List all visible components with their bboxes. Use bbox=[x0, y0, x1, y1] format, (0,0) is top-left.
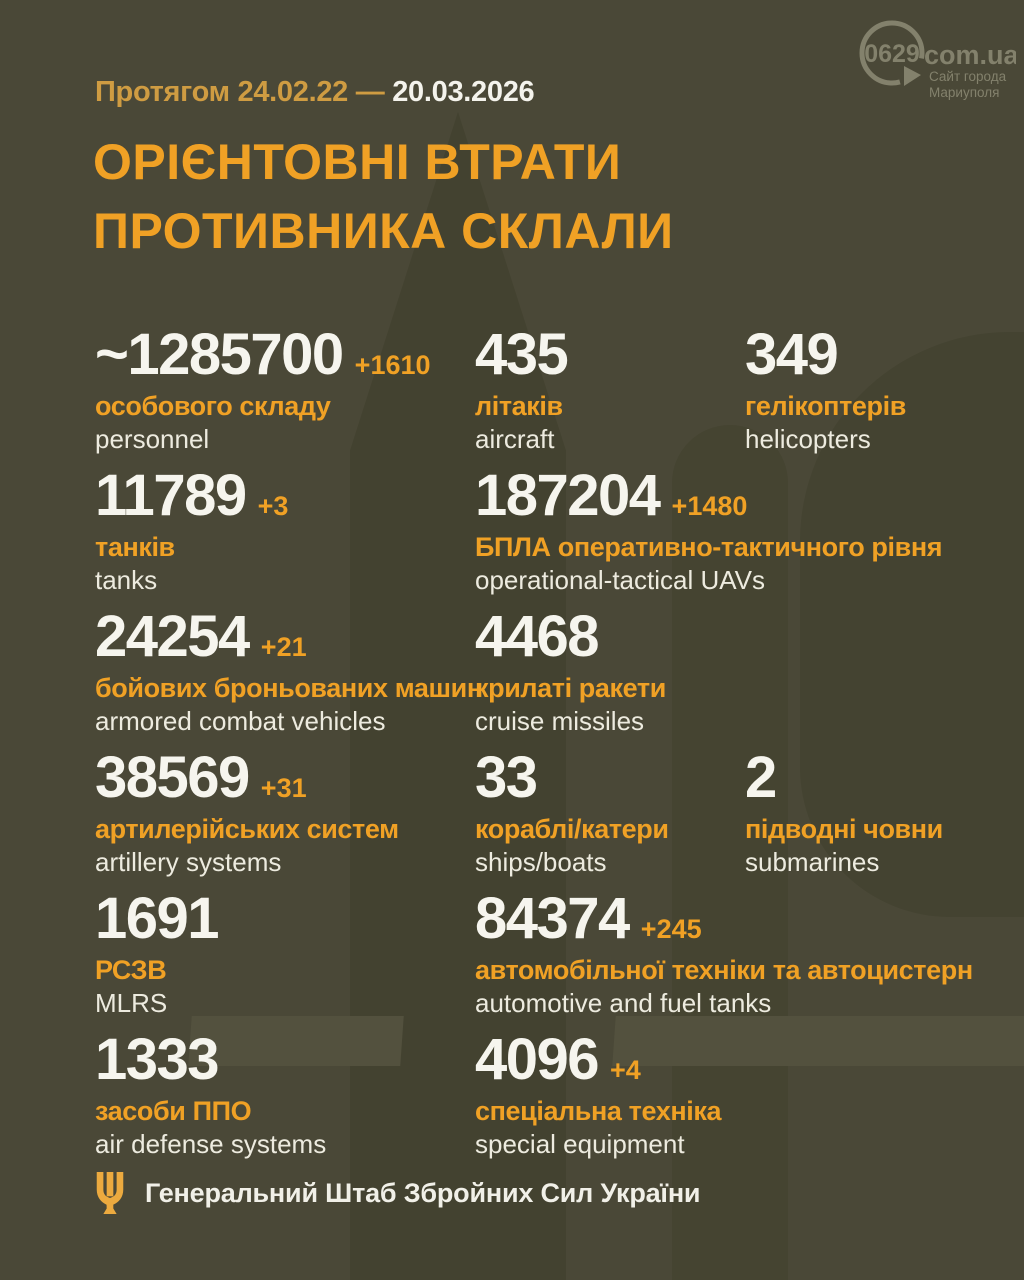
stat-artillery-systems: 38569 +31 артилерійських систем artiller… bbox=[95, 749, 399, 878]
stat-label-uk: підводні човни bbox=[745, 814, 943, 844]
page-title-line1: ОРІЄНТОВНІ ВТРАТИ bbox=[93, 134, 622, 190]
stat-value: 349 bbox=[745, 322, 839, 387]
stat-number-line: 11789 +3 bbox=[95, 467, 288, 525]
stat-armored-combat-vehicles: 24254 +21 бойових броньованих машин armo… bbox=[95, 608, 483, 737]
stat-label-en: tanks bbox=[95, 565, 158, 596]
stat-label-en: personnel bbox=[95, 424, 210, 455]
stat-number-line: 435 bbox=[475, 322, 569, 387]
stat-label-en: helicopters bbox=[745, 424, 871, 455]
stat-number-line: ~1285700 +1610 bbox=[95, 326, 431, 384]
stat-label-en: ships/boats bbox=[475, 847, 607, 878]
stat-delta: +1610 bbox=[354, 350, 431, 380]
stat-cruise-missiles: 4468 крилаті ракети cruise missiles bbox=[475, 608, 666, 737]
stat-label-en: air defense systems bbox=[95, 1129, 327, 1160]
stat-label-uk: автомобільної техніки та автоцистерн bbox=[475, 955, 973, 985]
stat-value: 11789 bbox=[95, 463, 247, 528]
stat-label-uk: артилерійських систем bbox=[95, 814, 399, 844]
stat-label-en: special equipment bbox=[475, 1129, 685, 1160]
stat-delta: +21 bbox=[260, 632, 307, 662]
stat-delta: +245 bbox=[640, 914, 702, 944]
stat-tanks: 11789 +3 танків tanks bbox=[95, 467, 288, 596]
logo-number: 0629 bbox=[864, 40, 920, 68]
stat-aircraft: 435 літаків aircraft bbox=[475, 322, 569, 455]
stat-delta: +4 bbox=[610, 1055, 641, 1085]
stat-label-en: automotive and fuel tanks bbox=[475, 988, 772, 1019]
stat-label-uk: кораблі/катери bbox=[475, 814, 669, 844]
stat-value: 84374 bbox=[475, 886, 630, 951]
stat-value: 24254 bbox=[95, 604, 250, 669]
stat-helicopters: 349 гелікоптерів helicopters bbox=[745, 326, 906, 455]
page-title: ОРІЄНТОВНІ ВТРАТИ ПРОТИВНИКА СКЛАЛИ bbox=[93, 128, 674, 266]
stat-number-line: 349 bbox=[745, 326, 906, 384]
stat-number-line: 2 bbox=[745, 749, 943, 807]
stat-air-defense: 1333 засоби ППО air defense systems bbox=[95, 1031, 326, 1160]
footer: Генеральний Штаб Збройних Сил України bbox=[95, 1172, 701, 1214]
stat-number-line: 33 bbox=[475, 749, 669, 807]
stat-number-line: 1333 bbox=[95, 1031, 326, 1089]
trident-icon bbox=[96, 1172, 124, 1214]
logo-tagline-1: Сайт города bbox=[929, 69, 1007, 84]
logo-arrow-icon bbox=[904, 66, 921, 86]
stat-label-uk: РСЗВ bbox=[95, 955, 167, 985]
stat-delta: +3 bbox=[257, 491, 289, 521]
stat-value: 4468 bbox=[475, 604, 600, 669]
stat-value: 435 bbox=[475, 322, 569, 387]
stat-submarines: 2 підводні човни submarines bbox=[745, 749, 943, 878]
reporting-period-prefix: Протягом 24.02.22 — bbox=[95, 76, 393, 108]
stat-label-en: armored combat vehicles bbox=[95, 706, 386, 737]
reporting-period-date: 20.03.2026 bbox=[392, 76, 535, 108]
stat-special-equipment: 4096 +4 спеціальна техніка special equip… bbox=[475, 1031, 721, 1160]
stat-automotive-fuel-tanks: 84374 +245 автомобільної техніки та авто… bbox=[475, 890, 973, 1019]
stat-label-uk: літаків bbox=[475, 391, 563, 421]
stat-number-line: 38569 +31 bbox=[95, 749, 399, 807]
stat-label-en: cruise missiles bbox=[475, 706, 645, 737]
stat-label-en: MLRS bbox=[95, 988, 168, 1019]
stat-number-line: 1691 bbox=[95, 886, 220, 951]
stat-value: 2 bbox=[745, 745, 777, 810]
logo-circle bbox=[859, 20, 925, 86]
stat-label-uk: крилаті ракети bbox=[475, 673, 666, 703]
stat-number-line: 4096 +4 bbox=[475, 1031, 721, 1089]
stat-uav: 187204 +1480 БПЛА оперативно-тактичного … bbox=[475, 467, 942, 596]
stat-value: 187204 bbox=[475, 463, 661, 528]
stat-number-line: 4468 bbox=[475, 608, 666, 666]
stat-delta: +1480 bbox=[671, 491, 748, 521]
stat-label-uk: танків bbox=[95, 532, 175, 562]
stat-label-uk: спеціальна техніка bbox=[475, 1096, 722, 1126]
stat-label-en: artillery systems bbox=[95, 847, 282, 878]
stat-label-uk: особового складу bbox=[95, 391, 331, 421]
stat-number-line: 187204 +1480 bbox=[475, 467, 942, 525]
stat-ships-boats: 33 кораблі/катери ships/boats bbox=[475, 749, 669, 878]
stat-value: 4096 bbox=[475, 1027, 600, 1092]
stat-label-uk: бойових броньованих машин bbox=[95, 673, 483, 703]
stat-label-uk: засоби ППО bbox=[95, 1096, 252, 1126]
watermark-column-shape bbox=[672, 425, 788, 1280]
stat-delta: +31 bbox=[260, 773, 307, 803]
source-attribution: Генеральний Штаб Збройних Сил України bbox=[145, 1177, 701, 1208]
stat-number-line: 24254 +21 bbox=[95, 608, 483, 666]
reporting-period: Протягом 24.02.22 — 20.03.2026 bbox=[95, 76, 535, 109]
logo-tagline-2: Мариуполя bbox=[929, 85, 999, 100]
stat-value: 1333 bbox=[95, 1027, 220, 1092]
stat-label-en: operational-tactical UAVs bbox=[475, 565, 765, 596]
stat-value: 38569 bbox=[95, 745, 250, 810]
stat-value: 33 bbox=[475, 745, 538, 810]
page-title-line2: ПРОТИВНИКА СКЛАЛИ bbox=[93, 203, 674, 259]
stat-label-uk: гелікоптерів bbox=[745, 391, 906, 421]
stat-value: ~1285700 bbox=[95, 322, 344, 387]
stat-personnel: ~1285700 +1610 особового складу personne… bbox=[95, 326, 431, 455]
stat-mlrs: 1691 РСЗВ MLRS bbox=[95, 886, 220, 1019]
watermark-arch-shape bbox=[800, 332, 1024, 917]
site-logo-graphic: 0629 com.ua Сайт города Мариуполя bbox=[859, 20, 1020, 100]
stat-number-line: 84374 +245 bbox=[475, 890, 973, 948]
stat-label-en: aircraft bbox=[475, 424, 555, 455]
stat-label-en: submarines bbox=[745, 847, 880, 878]
site-logo: 0629 com.ua Сайт города Мариуполя bbox=[844, 14, 1020, 108]
logo-domain: com.ua bbox=[924, 40, 1016, 70]
stat-label-uk: БПЛА оперативно-тактичного рівня bbox=[475, 532, 943, 562]
stat-value: 1691 bbox=[95, 886, 220, 951]
